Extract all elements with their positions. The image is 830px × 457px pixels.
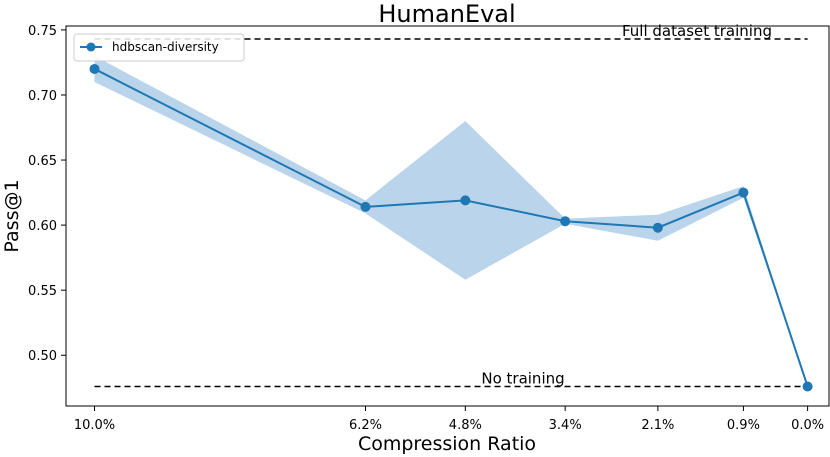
- x-tick-label: 10.0%: [74, 418, 115, 433]
- x-tick-label: 0.0%: [791, 418, 824, 433]
- x-tick-label: 2.1%: [641, 418, 674, 433]
- reference-line-label: No training: [481, 369, 564, 387]
- y-axis-label: Pass@1: [1, 179, 23, 252]
- y-tick-label: 0.50: [28, 349, 57, 364]
- y-tick-label: 0.65: [28, 154, 57, 169]
- y-tick-label: 0.75: [28, 24, 57, 39]
- x-tick-label: 6.2%: [349, 418, 382, 433]
- x-tick-label: 4.8%: [449, 418, 482, 433]
- data-point: [802, 381, 813, 392]
- data-point: [560, 216, 571, 227]
- y-tick-label: 0.70: [28, 89, 57, 104]
- y-tick-label: 0.60: [28, 219, 57, 234]
- plot-frame: [65, 25, 830, 407]
- y-tick-label: 0.55: [28, 284, 57, 299]
- data-point: [652, 222, 663, 233]
- x-tick-label: 0.9%: [727, 418, 760, 433]
- data-point: [360, 201, 371, 212]
- legend: hdbscan-diversity: [73, 33, 245, 62]
- plot-area: Full dataset training No training: [89, 22, 813, 392]
- confidence-band: [94, 55, 808, 387]
- legend-label: hdbscan-diversity: [112, 40, 219, 54]
- data-point: [89, 63, 100, 74]
- data-point: [460, 195, 471, 206]
- x-tick-label: 3.4%: [549, 418, 582, 433]
- reference-line-label: Full dataset training: [622, 22, 772, 40]
- data-point: [738, 187, 749, 198]
- axes: 10.0% 6.2% 4.8% 3.4% 2.1% 0.9% 0.0% 0.50 0.55 0.6…: [28, 24, 824, 433]
- legend-point-marker: [86, 42, 96, 52]
- legend-box: [73, 33, 245, 62]
- chart-title: HumanEval: [378, 0, 515, 28]
- x-axis-label: Compression Ratio: [358, 433, 536, 455]
